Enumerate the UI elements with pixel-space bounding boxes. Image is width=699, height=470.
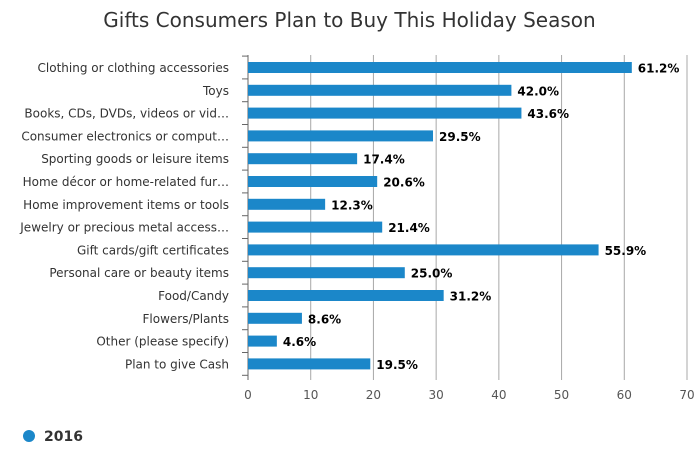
bar-value-label: 43.6% <box>527 107 569 121</box>
category-label: Toys <box>202 84 229 98</box>
bar-value-label: 17.4% <box>363 153 405 167</box>
bar-value-label: 29.5% <box>439 130 481 144</box>
bar[interactable] <box>248 107 522 119</box>
bar-value-label: 55.9% <box>605 244 647 258</box>
category-label: Gift cards/gift certificates <box>77 243 229 257</box>
x-tick-label: 0 <box>244 388 252 402</box>
bar-value-label: 20.6% <box>383 176 425 190</box>
labels: 0 10 20 30 40 50 60 70 Clothing or clothing acce… <box>19 61 694 402</box>
chart-title: Gifts Consumers Plan to Buy This Holiday… <box>103 8 595 32</box>
category-label: Consumer electronics or comput… <box>21 129 229 143</box>
bars <box>248 62 632 370</box>
bar[interactable] <box>248 221 383 233</box>
bar[interactable] <box>248 312 302 324</box>
axes <box>242 55 249 380</box>
bar[interactable] <box>248 198 326 210</box>
bar-value-label: 31.2% <box>450 290 492 304</box>
bar[interactable] <box>248 290 444 301</box>
category-label: Plan to give Cash <box>125 357 229 371</box>
category-label: Home décor or home-related fur… <box>23 175 229 189</box>
bar[interactable] <box>248 244 599 256</box>
legend[interactable]: 2016 <box>23 429 83 445</box>
category-label: Food/Candy <box>158 289 229 303</box>
legend-marker-2016 <box>23 430 35 442</box>
x-tick-label: 60 <box>617 388 632 402</box>
bar[interactable] <box>248 62 632 73</box>
category-label: Jewelry or precious metal access… <box>19 221 229 235</box>
x-tick-label: 20 <box>366 388 381 402</box>
x-tick-label: 70 <box>679 388 694 402</box>
bar[interactable] <box>248 335 277 347</box>
bar[interactable] <box>248 358 371 370</box>
bar[interactable] <box>248 84 512 96</box>
category-label: Home improvement items or tools <box>23 198 229 212</box>
x-tick-label: 40 <box>491 388 506 402</box>
bar-value-label: 21.4% <box>388 221 430 235</box>
x-tick-label: 50 <box>554 388 569 402</box>
bar[interactable] <box>248 130 434 142</box>
x-tick-label: 30 <box>429 388 444 402</box>
category-label: Sporting goods or leisure items <box>41 152 229 166</box>
category-label: Clothing or clothing accessories <box>38 61 229 75</box>
bar[interactable] <box>248 176 378 187</box>
category-label: Personal care or beauty items <box>49 266 229 280</box>
bar[interactable] <box>248 153 358 165</box>
bar-value-label: 4.6% <box>283 335 316 349</box>
bar-value-label: 12.3% <box>331 198 373 212</box>
bar-value-label: 42.0% <box>517 84 559 98</box>
bar-value-label: 25.0% <box>411 267 453 281</box>
category-label: Books, CDs, DVDs, videos or vid… <box>24 107 229 121</box>
bar-value-label: 8.6% <box>308 312 341 326</box>
legend-label-2016: 2016 <box>44 429 83 445</box>
bar[interactable] <box>248 267 405 279</box>
category-label: Other (please specify) <box>96 335 229 349</box>
category-label: Flowers/Plants <box>143 312 230 326</box>
bar-value-label: 19.5% <box>376 358 418 372</box>
x-tick-label: 10 <box>303 388 318 402</box>
gridlines <box>310 55 688 380</box>
bar-value-label: 61.2% <box>638 62 680 76</box>
